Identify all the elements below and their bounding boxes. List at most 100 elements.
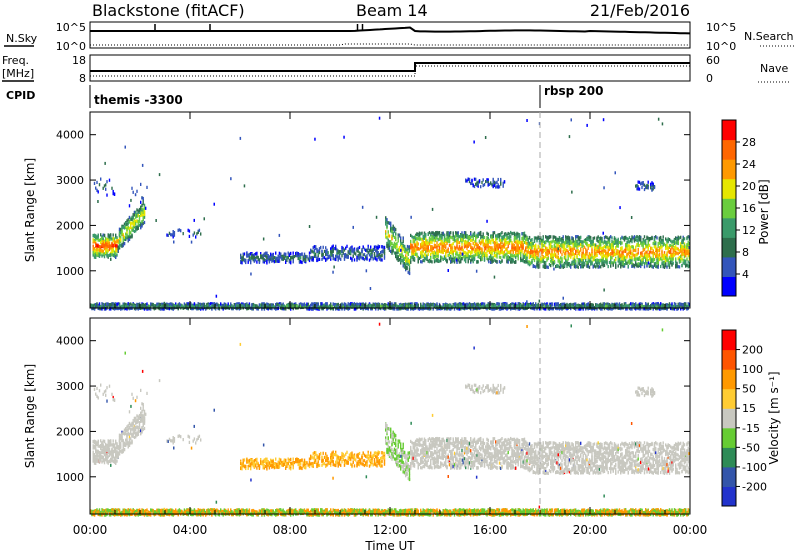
power-echo xyxy=(106,194,107,197)
power-echo xyxy=(294,304,295,307)
power-echo xyxy=(431,241,432,244)
power-echo xyxy=(321,250,322,253)
power-echo xyxy=(140,201,141,204)
power-echo xyxy=(383,246,384,249)
power-echo xyxy=(599,247,600,250)
power-echo xyxy=(478,234,479,237)
power-echo xyxy=(390,250,391,253)
power-echo xyxy=(636,235,637,238)
power-echo xyxy=(230,303,231,306)
power-echo xyxy=(364,253,365,256)
power-echo xyxy=(300,305,301,308)
power-echo xyxy=(453,231,454,234)
power-echo xyxy=(359,252,360,255)
power-echo xyxy=(368,251,369,254)
power-echo xyxy=(488,243,489,246)
power-echo xyxy=(419,232,420,235)
power-echo xyxy=(534,265,535,268)
power-echo xyxy=(399,234,400,237)
power-echo xyxy=(399,258,400,261)
power-echo xyxy=(670,239,671,242)
power-echo xyxy=(346,245,347,248)
power-echo xyxy=(266,252,267,255)
power-echo xyxy=(496,185,497,188)
power-echo xyxy=(280,252,281,255)
power-echo xyxy=(278,260,279,263)
power-echo xyxy=(98,245,99,248)
power-echo xyxy=(624,257,625,260)
power-echo xyxy=(363,257,364,260)
power-echo xyxy=(333,255,334,258)
power-echo xyxy=(508,256,509,259)
power-echo xyxy=(614,260,615,263)
power-echo xyxy=(378,247,379,250)
power-echo xyxy=(504,245,505,248)
power-echo xyxy=(646,244,647,247)
power-echo xyxy=(649,251,650,254)
power-echo xyxy=(583,248,584,251)
power-echo xyxy=(256,261,257,264)
power-echo xyxy=(108,234,109,237)
power-echo xyxy=(685,260,686,263)
power-echo xyxy=(630,252,631,255)
power-echo xyxy=(530,255,531,258)
power-echo xyxy=(365,249,366,252)
power-echo xyxy=(549,263,550,266)
power-echo xyxy=(621,241,622,244)
power-echo xyxy=(501,251,502,254)
power-echo xyxy=(468,242,469,245)
power-echo xyxy=(418,247,419,250)
power-echo xyxy=(129,232,130,235)
power-echo xyxy=(269,304,270,307)
power-echo xyxy=(340,252,341,255)
power-echo xyxy=(485,239,486,242)
power-echo xyxy=(425,254,426,257)
power-echo xyxy=(461,238,462,241)
power-echo xyxy=(533,242,534,245)
power-echo xyxy=(585,259,586,262)
power-echo xyxy=(631,245,632,248)
power-echo xyxy=(339,250,340,253)
power-echo xyxy=(174,234,175,237)
power-echo xyxy=(450,251,451,254)
power-echo xyxy=(651,251,652,254)
power-echo xyxy=(653,187,654,190)
power-echo xyxy=(93,234,94,237)
power-echo xyxy=(495,245,496,248)
cpid-segment-1: themis -3300 xyxy=(94,93,183,107)
power-echo xyxy=(273,254,274,257)
power-echo xyxy=(253,303,254,306)
power-echo xyxy=(534,236,535,239)
power-echo xyxy=(606,256,607,259)
power-echo xyxy=(115,241,116,244)
power-echo xyxy=(440,250,441,253)
power-echo xyxy=(496,260,497,263)
power-echo xyxy=(503,255,504,258)
power-echo xyxy=(526,242,527,245)
power-echo xyxy=(429,250,430,253)
power-echo xyxy=(544,261,545,264)
power-echo xyxy=(459,245,460,248)
power-echo xyxy=(379,253,380,256)
power-echo xyxy=(574,259,575,262)
power-echo xyxy=(245,303,246,306)
power-echo xyxy=(565,261,566,264)
power-echo xyxy=(596,264,597,267)
freq-trace xyxy=(90,63,690,71)
power-echo xyxy=(101,244,102,247)
power-echo xyxy=(576,265,577,268)
power-echo xyxy=(421,238,422,241)
power-echo xyxy=(593,237,594,240)
power-echo xyxy=(453,238,454,241)
power-echo xyxy=(313,246,314,249)
power-echo xyxy=(508,236,509,239)
power-echo xyxy=(315,247,316,250)
power-echo xyxy=(349,248,350,251)
power-echo xyxy=(243,255,244,258)
power-echo xyxy=(564,241,565,244)
power-echo xyxy=(414,253,415,256)
power-echo xyxy=(683,238,684,241)
power-echo xyxy=(561,253,562,256)
power-echo xyxy=(505,242,506,245)
power-echo xyxy=(101,237,102,240)
